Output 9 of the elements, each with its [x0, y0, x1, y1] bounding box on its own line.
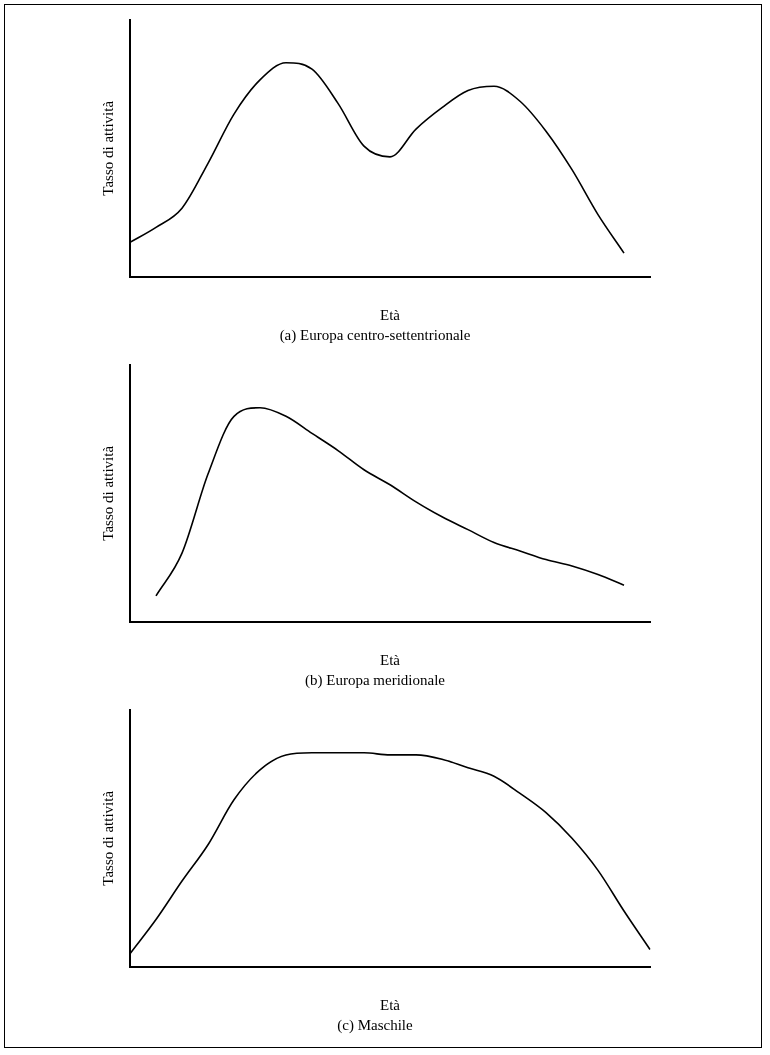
y-axis-title: Tasso di attività [99, 100, 116, 196]
text: (c) Maschile [337, 1016, 414, 1034]
y-axis-title: Tasso di attività [99, 445, 116, 541]
x-axis-title: Età [380, 306, 401, 323]
y-axis-title: Tasso di attività [99, 790, 116, 886]
text: (b) Europa meridionale [305, 671, 446, 689]
x-axis-title: Età [380, 651, 401, 668]
x-axis-title: Età [380, 996, 401, 1013]
text: (a) Europa centro-settentrionale [279, 326, 471, 344]
